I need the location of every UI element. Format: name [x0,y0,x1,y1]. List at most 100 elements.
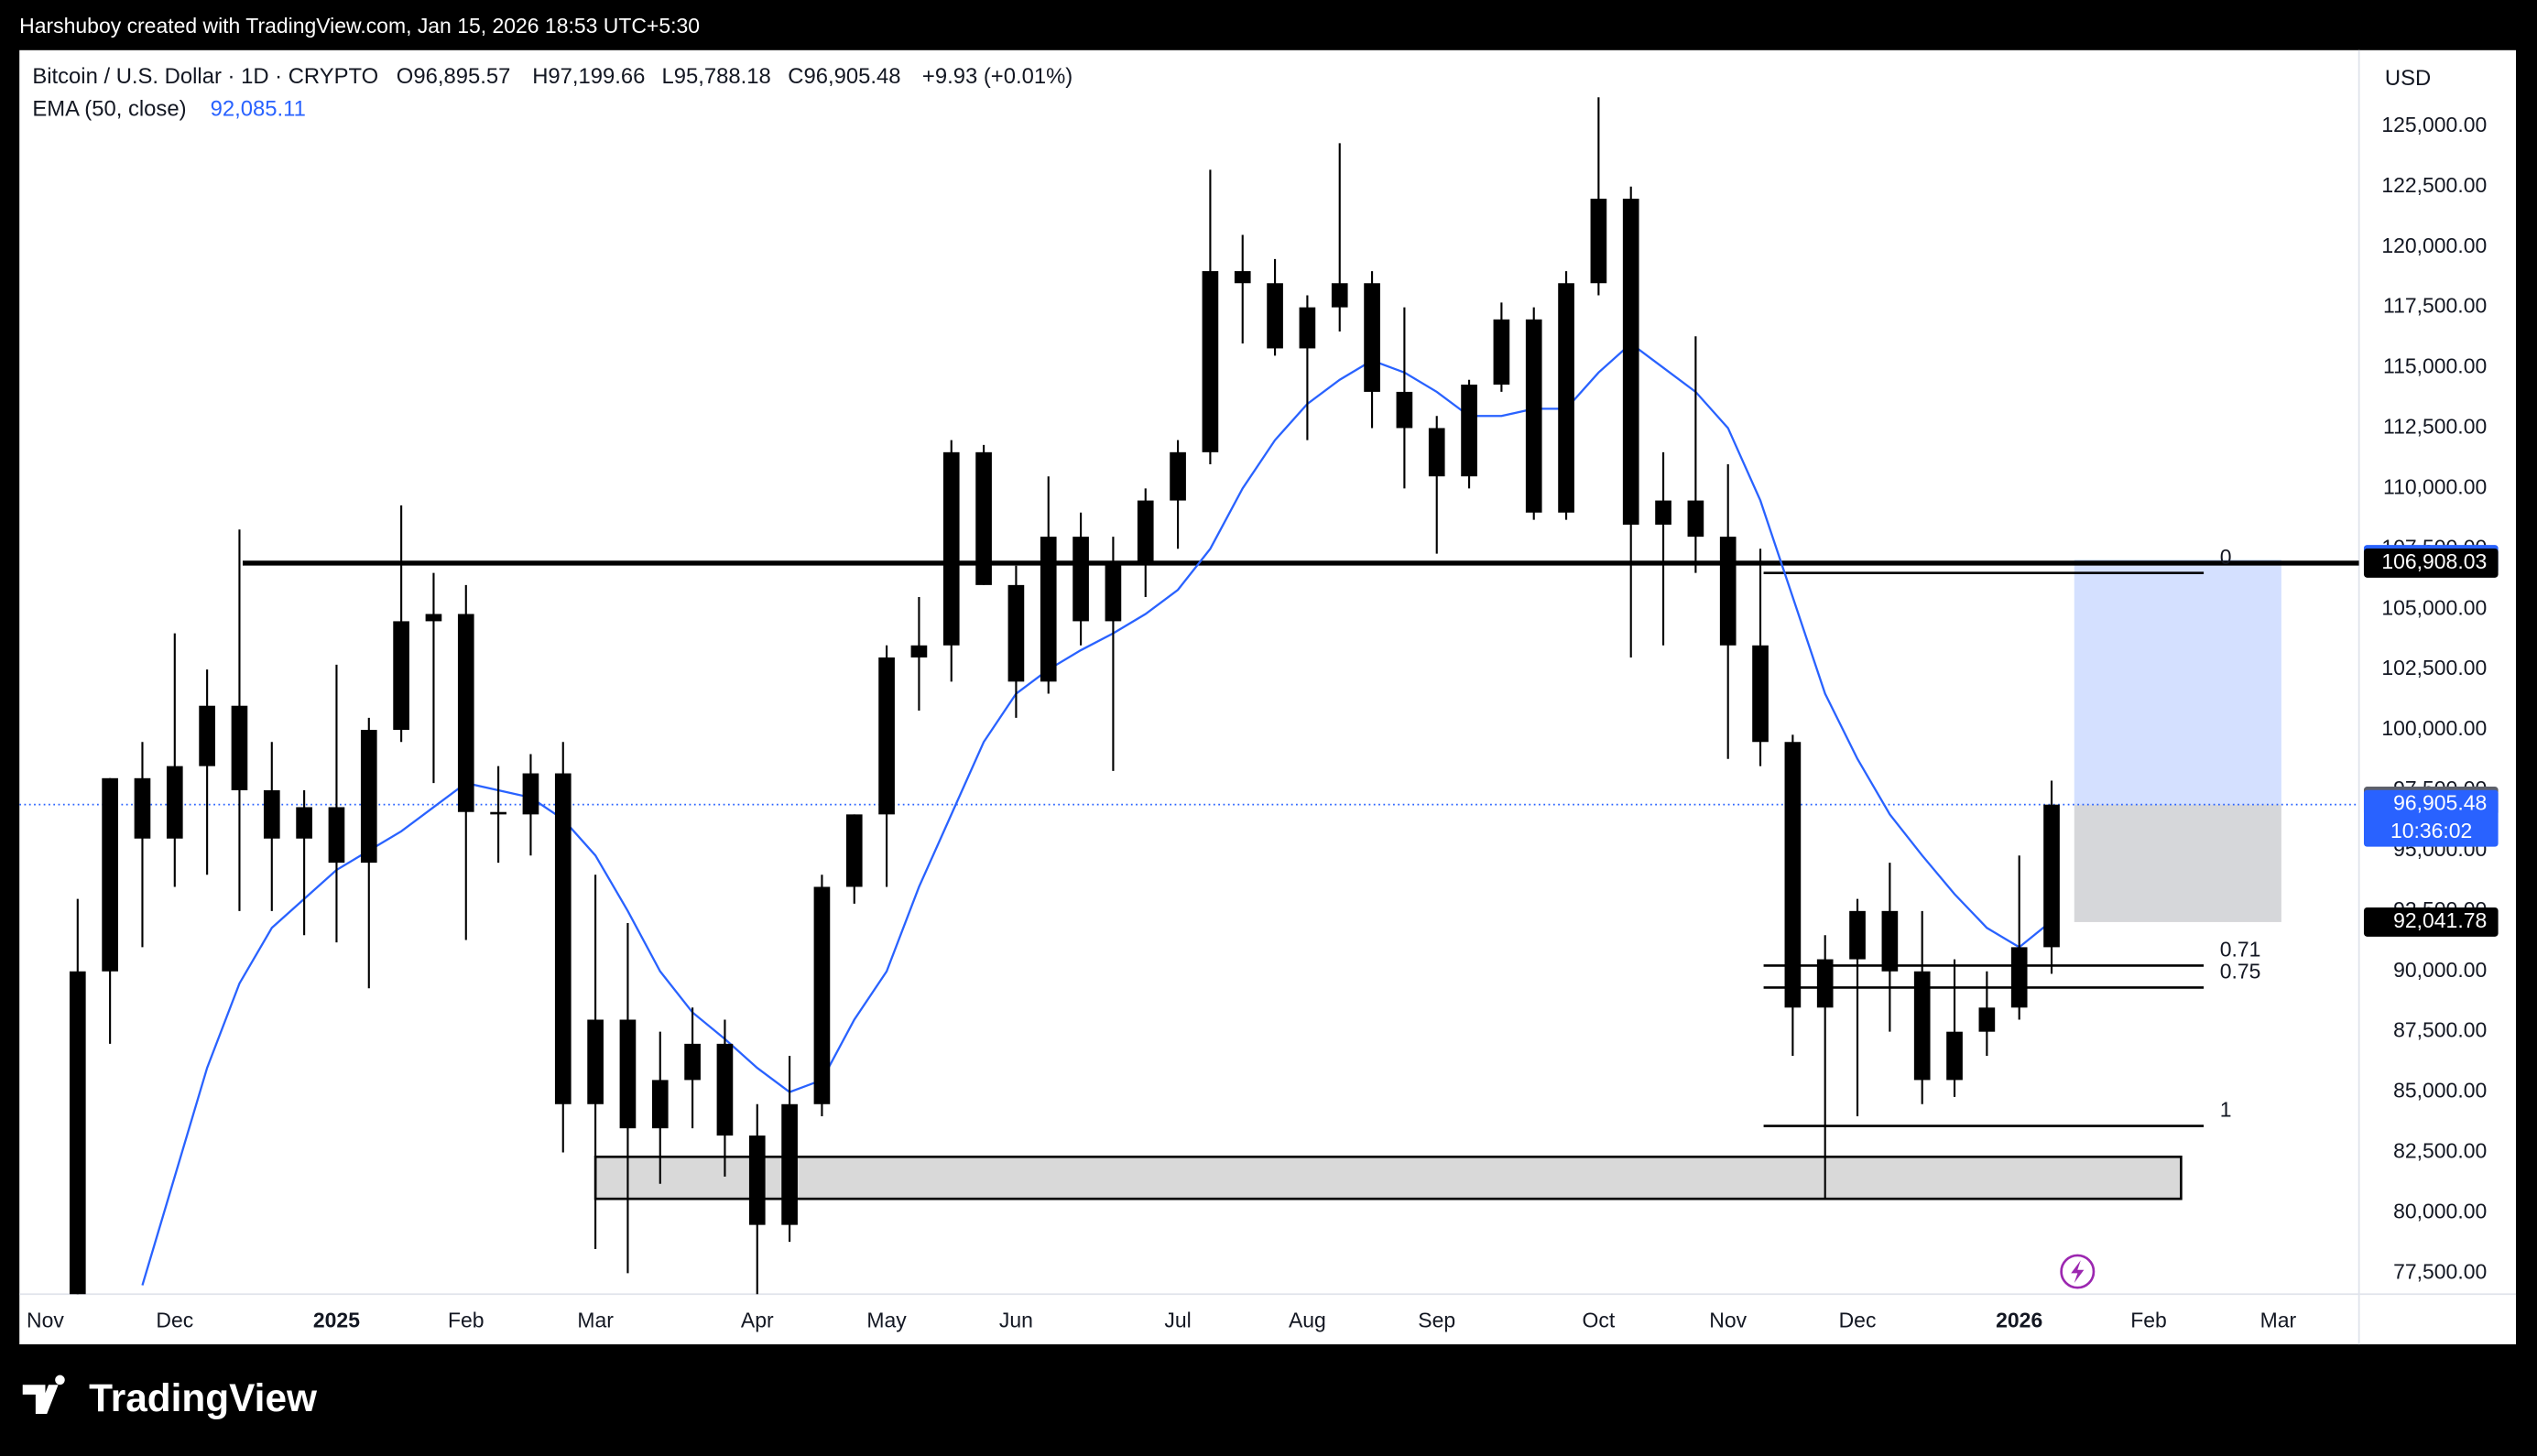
brand-name: TradingView [89,1376,318,1419]
y-tick-label: 87,500.00 [2393,1018,2487,1042]
candle-body [619,1019,637,1129]
candle-body [748,1135,766,1225]
y-tick-label: 117,500.00 [2383,294,2487,318]
x-tick-label: May [866,1308,907,1331]
x-tick-label: Feb [2130,1308,2167,1331]
candle-body [69,971,86,1295]
candle-body [1655,500,1671,525]
fib-label: 1 [2220,1098,2232,1122]
header-text: Harshuboy created with TradingView.com, … [19,14,700,38]
y-tick-label: 112,500.00 [2383,415,2487,439]
x-tick-label: Feb [448,1308,485,1331]
y-tick-label: 110,000.00 [2383,474,2487,498]
brand-logo [22,1375,65,1415]
candle-body [1784,742,1802,1008]
y-tick-label: 102,500.00 [2381,656,2487,679]
ohlc-legend: +9.93 (+0.01%) [922,64,1073,89]
y-tick-label: 85,000.00 [2393,1079,2487,1103]
candle-body [1913,971,1931,1081]
fib-label: 0 [2220,545,2232,569]
candle-body [1040,537,1057,682]
y-tick-label: 77,500.00 [2393,1259,2487,1283]
candle-body [781,1103,798,1225]
candle-body [1719,537,1737,646]
candle-body [263,789,280,839]
plot-area [19,97,2359,1295]
candle-body [393,621,409,731]
ohlc-legend: L95,788.18 [662,64,771,89]
x-tick-label: Dec [1839,1308,1877,1331]
y-tick-label: 82,500.00 [2393,1139,2487,1163]
x-tick-label: Nov [1709,1308,1747,1331]
x-tick-label: 2026 [1996,1308,2042,1331]
candle-body [1752,645,1769,743]
x-tick-label: 2025 [313,1308,360,1331]
candle-body [360,730,377,864]
candle-body [587,1019,604,1104]
x-tick-label: Aug [1289,1308,1326,1331]
candle-body [845,814,863,887]
candle-body [1007,584,1025,682]
candle-body [1073,537,1089,622]
ema-legend-value: 92,085.11 [211,96,306,121]
candle-body [651,1080,669,1129]
candle-body [910,645,928,657]
currency: USD [2385,66,2431,91]
candle-body [1396,391,1413,429]
candle-body [1364,283,1380,392]
x-tick-label: Oct [1583,1308,1616,1331]
candle-body [878,657,895,815]
candle-body [1687,500,1704,538]
y-tick-label: 125,000.00 [2381,113,2487,136]
price-label: 92,041.78 [2393,908,2487,932]
x-tick-label: Jul [1164,1308,1191,1331]
candle-body [457,614,474,812]
candle-body [1622,198,1639,525]
candle-body [522,773,539,815]
x-tick-label: Nov [27,1308,64,1331]
candle-body [1525,319,1542,513]
price-label-box [2363,789,2499,847]
x-tick-label: Apr [741,1308,774,1331]
candle-body [296,807,312,839]
x-tick-label: Mar [2260,1308,2297,1331]
candle-body [1493,319,1510,386]
y-tick-label: 120,000.00 [2381,234,2487,257]
y-tick-label: 80,000.00 [2393,1200,2487,1223]
symbol-title: Bitcoin / U.S. Dollar · 1D · CRYPTO [32,64,378,89]
y-tick-label: 115,000.00 [2383,354,2487,378]
candle-body [1299,307,1316,349]
candle-body [975,451,992,585]
candle-body [1461,385,1477,477]
candle-body [1428,428,1445,477]
candle-body [1558,283,1574,513]
candle-body [1816,959,1834,1008]
candle-body [554,773,572,1104]
y-tick-label: 122,500.00 [2381,173,2487,197]
candle-body [134,777,151,839]
ohlc-legend: C96,905.48 [788,64,900,89]
candle-body [716,1043,734,1136]
candle-body [1202,271,1219,452]
price-label-box [2363,907,2499,937]
candle-body [231,705,248,790]
candle-body [166,766,183,839]
candle-body [942,451,960,646]
candle-body [199,705,215,766]
y-tick-label: 105,000.00 [2381,595,2487,619]
candle-body [490,811,506,815]
candle-body [2010,947,2028,1008]
candle-body [1881,910,1899,972]
price-label: 96,905.48 [2393,791,2487,815]
x-tick-label: Mar [577,1308,614,1331]
candle-body [425,614,442,622]
candle-body [1267,283,1283,349]
fib-label: 0.75 [2220,960,2261,983]
price-label-box [2363,549,2499,578]
ema-legend: EMA (50, close) [32,96,186,121]
fib-label: 0.71 [2220,938,2261,962]
candle-body [1946,1031,1963,1081]
countdown-label: 10:36:02 [2390,819,2472,842]
